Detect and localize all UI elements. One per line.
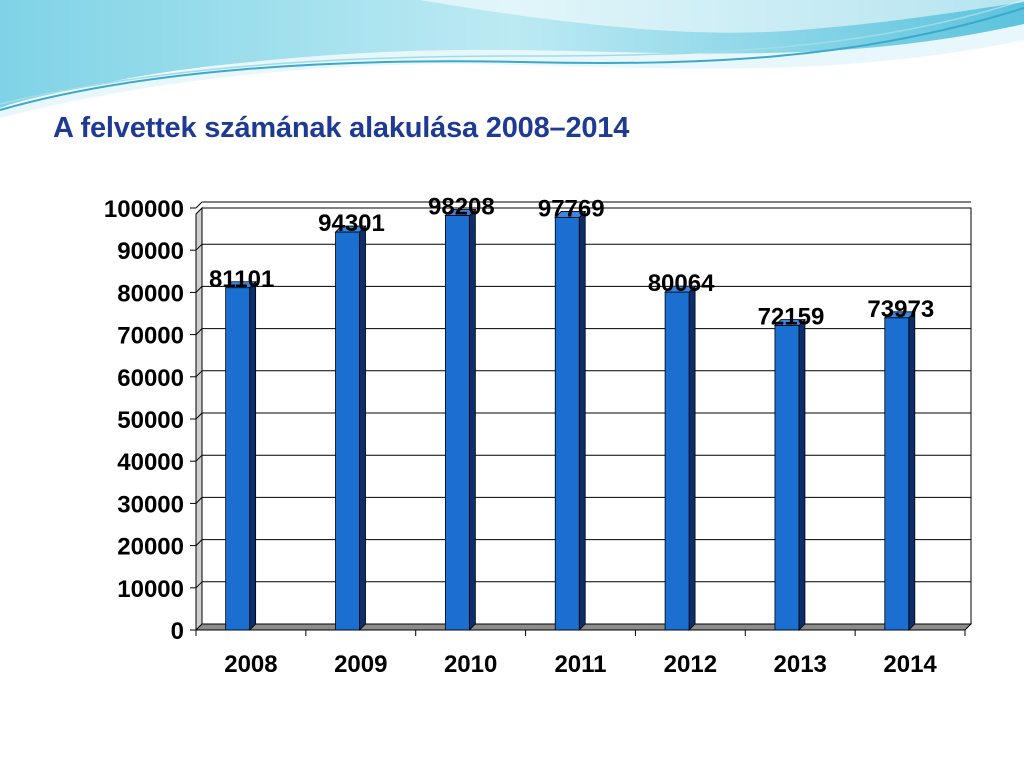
x-tick-label: 2013 <box>774 651 827 678</box>
data-label: 81101 <box>209 266 274 293</box>
gridline-side <box>195 412 203 420</box>
gridline-side <box>195 454 203 462</box>
y-axis: 0 10000 20000 30000 40000 50000 60000 70000 8000… <box>104 196 197 645</box>
bar-front <box>884 317 910 631</box>
bar-2010 <box>444 208 477 631</box>
x-axis: 2008 2009 2010 2011 2012 2013 2014 <box>195 630 966 678</box>
slide-title: A felvettek számának alakulása 2008–2014 <box>53 112 630 144</box>
bars <box>224 208 916 631</box>
bar-front <box>664 291 690 631</box>
data-label: 73973 <box>867 296 934 323</box>
y-tick-label: 80000 <box>117 280 184 307</box>
x-tick-label: 2012 <box>664 651 717 678</box>
bar-2008 <box>224 280 257 631</box>
data-label: 72159 <box>758 303 825 330</box>
gridline-side <box>195 497 203 504</box>
side-wall <box>195 206 203 632</box>
y-tick-label: 50000 <box>117 407 184 434</box>
bar-side <box>798 318 806 631</box>
bar-side <box>359 225 366 631</box>
bar-side <box>688 285 696 631</box>
bar-side <box>249 280 257 631</box>
data-labels: 81101 94301 98208 97769 80064 72159 73973 <box>209 194 934 331</box>
x-tick-label: 2008 <box>224 651 277 678</box>
bar-front <box>335 231 360 631</box>
bar-front <box>444 215 470 631</box>
bar-chart: 81101 94301 98208 97769 80064 72159 73973 0 100… <box>104 194 973 678</box>
y-tick-label: 60000 <box>117 365 184 392</box>
x-tick-label: 2009 <box>334 651 387 678</box>
bar-side <box>908 310 916 631</box>
gridline-side <box>195 201 203 209</box>
y-tick-label: 70000 <box>117 323 184 350</box>
bar-2009 <box>334 225 367 631</box>
data-label: 98208 <box>428 194 495 221</box>
bar-2013 <box>773 318 806 631</box>
y-tick-label: 0 <box>171 618 184 645</box>
bar-side <box>578 210 586 631</box>
x-tick-label: 2011 <box>554 651 606 678</box>
bar-front <box>225 287 251 631</box>
bar-2011 <box>554 210 587 631</box>
gridline-side <box>195 286 203 293</box>
data-label: 94301 <box>318 210 385 237</box>
x-tick-label: 2014 <box>883 651 937 678</box>
gridline-side <box>195 539 203 546</box>
gridline-side <box>195 370 203 378</box>
plot-area <box>195 206 972 632</box>
bar-side <box>468 208 476 631</box>
back-wall <box>201 207 972 625</box>
y-tick-label: 10000 <box>117 576 184 603</box>
y-tick-label: 40000 <box>117 449 184 476</box>
x-tick-label: 2010 <box>444 651 497 678</box>
y-tick-label: 90000 <box>117 238 184 265</box>
gridlines <box>195 201 971 589</box>
data-label: 80064 <box>648 270 715 297</box>
gridline-side <box>195 328 203 335</box>
y-tick-label: 30000 <box>117 491 184 518</box>
bar-2014 <box>883 310 916 631</box>
gridline-side <box>195 243 203 251</box>
y-tick-label: 20000 <box>117 534 184 561</box>
header-wave-decoration <box>0 0 1024 118</box>
bar-front <box>554 217 580 631</box>
bar-2012 <box>664 285 697 631</box>
y-tick-label: 100000 <box>104 196 184 223</box>
data-label: 97769 <box>538 195 605 222</box>
bar-front <box>774 325 800 631</box>
gridline-side <box>195 581 203 589</box>
